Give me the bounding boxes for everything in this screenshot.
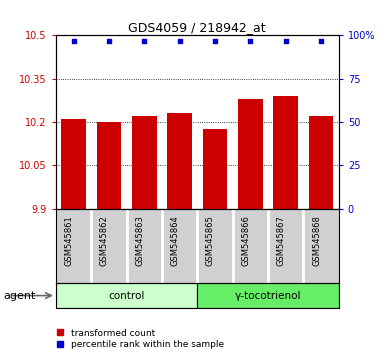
Text: GSM545864: GSM545864 — [171, 215, 180, 266]
Bar — [132, 116, 157, 209]
Text: GSM545862: GSM545862 — [100, 215, 109, 266]
Point — [106, 38, 112, 44]
Legend: transformed count, percentile rank within the sample: transformed count, percentile rank withi… — [57, 329, 224, 349]
Bar — [56, 283, 197, 308]
Point — [247, 38, 253, 44]
Text: GSM545861: GSM545861 — [65, 215, 74, 266]
Point — [318, 38, 324, 44]
Point — [70, 38, 77, 44]
Bar — [309, 116, 333, 209]
Bar — [167, 114, 192, 209]
Bar — [203, 129, 228, 209]
Text: γ-tocotrienol: γ-tocotrienol — [235, 291, 301, 301]
Text: GSM545867: GSM545867 — [277, 215, 286, 266]
Bar — [238, 99, 263, 209]
Text: GSM545863: GSM545863 — [135, 215, 144, 266]
Text: GSM545866: GSM545866 — [241, 215, 250, 266]
Bar — [97, 122, 121, 209]
Text: GSM545865: GSM545865 — [206, 215, 215, 266]
Bar — [273, 96, 298, 209]
Bar — [61, 119, 86, 209]
Text: agent: agent — [4, 291, 36, 301]
Text: control: control — [109, 291, 145, 301]
Point — [212, 38, 218, 44]
Point — [141, 38, 147, 44]
Point — [177, 38, 183, 44]
Title: GDS4059 / 218942_at: GDS4059 / 218942_at — [129, 21, 266, 34]
Point — [283, 38, 289, 44]
Bar — [197, 283, 339, 308]
Text: GSM545868: GSM545868 — [312, 215, 321, 266]
